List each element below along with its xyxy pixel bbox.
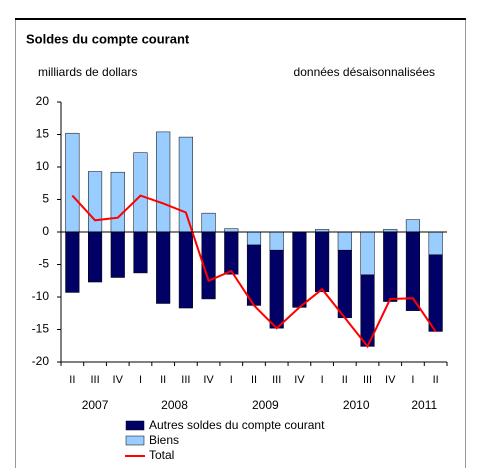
year-label: 2009: [252, 398, 279, 412]
y-tick-label: 0: [42, 224, 49, 238]
bar: [428, 231, 443, 255]
legend-swatch: [125, 435, 145, 446]
year-label: 2007: [82, 398, 109, 412]
bar: [292, 231, 307, 308]
bar: [110, 171, 125, 233]
x-tick-label: IV: [203, 374, 214, 386]
bar: [224, 231, 239, 275]
x-tick-label: III: [272, 374, 281, 386]
x-tick-label: IV: [113, 374, 124, 386]
bar: [156, 231, 171, 304]
bar: [156, 131, 171, 233]
bar: [65, 231, 80, 293]
legend-label: Biens: [149, 433, 179, 447]
x-tick-label: IV: [385, 374, 396, 386]
x-tick-label: III: [90, 374, 99, 386]
bar: [110, 231, 125, 278]
x-tick-label: I: [321, 374, 324, 386]
x-tick-label: III: [363, 374, 372, 386]
x-tick-label: III: [181, 374, 190, 386]
y-tick-label: 5: [42, 192, 49, 206]
bar: [87, 171, 103, 233]
x-tick-label: I: [411, 374, 414, 386]
x-tick-label: I: [139, 374, 142, 386]
year-label: 2010: [343, 398, 370, 412]
y-tick-label: -15: [32, 322, 50, 336]
subtitle: données désaisonnalisées: [294, 65, 435, 79]
line: [71, 194, 437, 349]
bar: [269, 231, 284, 251]
x-tick-label: II: [251, 374, 257, 386]
bar: [405, 219, 421, 233]
chart-title: Soldes du compte courant: [26, 31, 190, 46]
bar: [201, 212, 216, 233]
bar: [246, 231, 262, 246]
y-tick-label: -10: [32, 289, 50, 303]
bar: [246, 244, 262, 306]
bar: [383, 231, 398, 302]
bar: [337, 231, 352, 251]
y-axis-label: milliards de dollars: [38, 65, 137, 79]
y-tick-label: -20: [32, 354, 50, 368]
y-tick-label: -5: [38, 257, 49, 271]
bar: [65, 132, 80, 233]
bar: [133, 231, 148, 274]
x-tick-label: II: [160, 374, 166, 386]
bar: [133, 152, 148, 233]
bar: [269, 249, 284, 329]
bar: [337, 249, 352, 319]
bar: [315, 231, 330, 293]
bar: [360, 231, 375, 276]
year-label: 2008: [161, 398, 188, 412]
legend-label: Total: [149, 448, 174, 462]
bar: [178, 136, 193, 233]
y-tick-label: 20: [36, 94, 50, 108]
year-label: 2011: [411, 398, 437, 412]
y-tick-label: 15: [36, 127, 50, 141]
bar: [87, 231, 103, 283]
bar: [178, 231, 193, 309]
x-tick-label: II: [69, 374, 75, 386]
legend-swatch: [125, 420, 145, 431]
y-tick-label: 10: [36, 159, 50, 173]
x-tick-label: II: [342, 374, 348, 386]
bar: [428, 254, 443, 332]
x-tick-label: II: [433, 374, 439, 386]
x-tick-label: IV: [294, 374, 305, 386]
legend-label: Autres soldes du compte courant: [149, 418, 325, 432]
x-tick-label: I: [230, 374, 233, 386]
